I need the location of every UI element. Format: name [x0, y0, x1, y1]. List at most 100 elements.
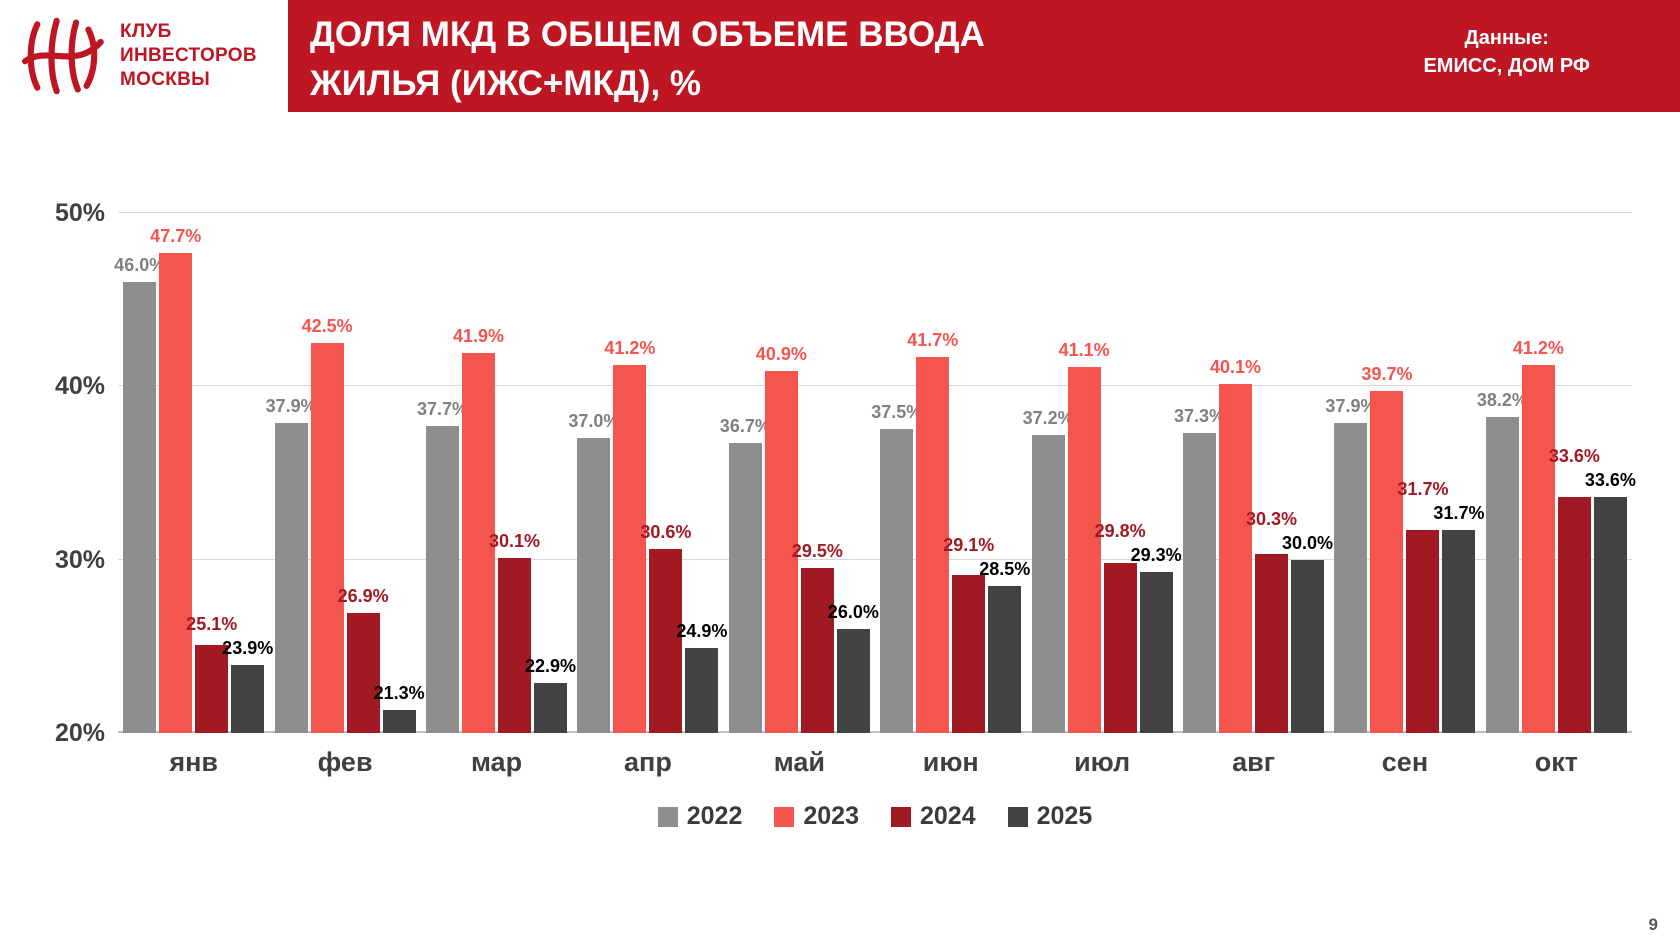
legend-swatch-2024: [891, 806, 911, 827]
bar-value-label: 37.5%: [871, 402, 923, 423]
bar-2024-фев: 26.9%: [338, 586, 389, 733]
x-axis-label-сен: сен: [1381, 747, 1429, 777]
bar-value-label: 23.9%: [222, 638, 274, 659]
bar-value-label: 26.9%: [337, 586, 389, 607]
bar-value-label: 42.5%: [301, 315, 353, 336]
bar-2024-июн: 29.1%: [943, 535, 994, 733]
legend-label-2022: 2022: [686, 802, 743, 830]
bar-group-фев: 37.9% 42.5% 26.9% 21.3%: [266, 316, 425, 733]
bar-2022-апр: 37.0%: [568, 411, 619, 733]
bar-value-label: 37.9%: [1325, 395, 1377, 416]
x-axis-label-мар: мар: [470, 747, 523, 777]
y-axis-tick-label: 40%: [54, 372, 105, 401]
club-name: КЛУБ ИНВЕСТОРОВ МОСКВЫ: [120, 20, 257, 91]
legend-label-2024: 2024: [920, 802, 976, 830]
logo-box: КЛУБ ИНВЕСТОРОВ МОСКВЫ: [0, 0, 288, 112]
bar-value-label: 29.3%: [1130, 544, 1182, 565]
data-source-label: Данные:: [1464, 27, 1549, 49]
chart-legend: 2022 2023 2024 2025: [118, 802, 1632, 831]
bar-group-май: 36.7% 40.9% 29.5% 26.0%: [720, 344, 879, 733]
bar-value-label: 26.0%: [827, 601, 879, 622]
header: КЛУБ ИНВЕСТОРОВ МОСКВЫ ДОЛЯ МКД В ОБЩЕМ …: [0, 0, 1680, 112]
bar-2025-фев: 21.3%: [374, 683, 425, 733]
page-title-line1: ДОЛЯ МКД В ОБЩЕМ ОБЪЕМЕ ВВОДА: [310, 15, 985, 54]
gridline: [118, 731, 1632, 733]
page-number: 9: [1648, 915, 1658, 934]
bar-2023-июл: 41.1%: [1059, 340, 1110, 733]
bar-value-label: 37.3%: [1174, 405, 1226, 426]
bar-group-авг: 37.3% 40.1% 30.3% 30.0%: [1174, 357, 1333, 733]
bar-value-label: 41.2%: [1512, 338, 1564, 359]
page-title-line2: ЖИЛЬЯ (ИЖС+МКД), %: [310, 64, 702, 103]
bar-value-label: 29.1%: [943, 534, 995, 555]
y-axis-tick-label: 50%: [54, 198, 105, 227]
legend-item-2022: 2022: [657, 802, 743, 831]
x-axis-label-фев: фев: [317, 747, 373, 777]
bar-group-янв: 46.0% 47.7% 25.1% 23.9%: [114, 226, 273, 733]
bar-group-июн: 37.5% 41.7% 29.1% 28.5%: [871, 330, 1030, 733]
legend-item-2024: 2024: [891, 802, 976, 831]
bar-2022-окт: 38.2%: [1477, 390, 1528, 733]
bar-2024-апр: 30.6%: [640, 522, 691, 733]
bar-value-label: 29.5%: [791, 541, 843, 562]
bar-2025-май: 26.0%: [828, 602, 879, 733]
bar-group-мар: 37.7% 41.9% 30.1% 22.9%: [417, 326, 576, 733]
bar-2025-апр: 24.9%: [676, 621, 727, 733]
bar-value-label: 28.5%: [979, 558, 1031, 579]
bar-value-label: 30.1%: [488, 530, 541, 551]
bar-2024-июл: 29.8%: [1095, 521, 1146, 733]
bar-2022-мар: 37.7%: [417, 399, 468, 733]
bar-value-label: 39.7%: [1361, 364, 1413, 385]
bar-2023-янв: 47.7%: [150, 226, 201, 733]
bar-2023-окт: 41.2%: [1513, 338, 1564, 733]
bar-2025-сен: 31.7%: [1433, 503, 1484, 733]
bar-2023-июн: 41.7%: [907, 330, 958, 733]
bar-2023-апр: 41.2%: [604, 338, 655, 733]
bar-group-апр: 37.0% 41.2% 30.6% 24.9%: [568, 338, 727, 733]
chart-plot-area: 20% 30% 40% 50% 46.0% 47.7% 25.1% 23.9% 37.9% 42.…: [55, 178, 1636, 747]
bar-value-label: 29.8%: [1094, 520, 1146, 541]
bar-value-label: 33.6%: [1548, 446, 1600, 467]
legend-swatch-2023: [774, 806, 795, 827]
bar-value-label: 41.7%: [907, 329, 959, 350]
bar-2023-мар: 41.9%: [453, 326, 504, 733]
bar-2022-сен: 37.9%: [1325, 396, 1376, 733]
bar-2025-мар: 22.9%: [525, 656, 576, 733]
x-axis-label-авг: авг: [1232, 747, 1275, 777]
bar-2022-фев: 37.9%: [266, 396, 317, 733]
bar-2025-янв: 23.9%: [222, 638, 273, 733]
gridline: [118, 211, 1632, 213]
bar-2024-окт: 33.6%: [1549, 446, 1600, 733]
x-axis-label-июл: июл: [1074, 747, 1131, 777]
bar-value-label: 21.3%: [373, 683, 425, 704]
bar-value-label: 30.0%: [1282, 532, 1334, 553]
bar-2024-янв: 25.1%: [186, 614, 237, 733]
legend-item-2023: 2023: [774, 802, 859, 831]
bar-value-label: 30.6%: [640, 522, 692, 543]
bar-2022-июн: 37.5%: [871, 402, 922, 733]
club-name-line: КЛУБ: [120, 21, 172, 43]
club-name-line: ИНВЕСТОРОВ: [120, 45, 257, 67]
bar-value-label: 37.2%: [1022, 407, 1074, 428]
bar-2023-авг: 40.1%: [1210, 357, 1261, 733]
bar-value-label: 40.1%: [1210, 357, 1262, 378]
bar-2025-окт: 33.6%: [1585, 470, 1636, 733]
page-title: ДОЛЯ МКД В ОБЩЕМ ОБЪЕМЕ ВВОДА ЖИЛЬЯ (ИЖС…: [288, 0, 1423, 112]
bar-2022-июл: 37.2%: [1023, 408, 1074, 733]
bar-value-label: 46.0%: [114, 255, 166, 276]
legend-item-2025: 2025: [1007, 802, 1092, 831]
gridline: [118, 385, 1632, 387]
bar-value-label: 30.3%: [1246, 508, 1298, 529]
bar-value-label: 22.9%: [524, 655, 577, 676]
x-axis-label-апр: апр: [624, 747, 672, 777]
x-axis: янв фев мар апр май июн июл авг сен окт: [118, 747, 1632, 778]
bar-2024-авг: 30.3%: [1246, 509, 1297, 733]
y-axis-tick-label: 30%: [54, 545, 105, 574]
bar-group-окт: 38.2% 41.2% 33.6% 33.6%: [1477, 338, 1636, 733]
bar-value-label: 36.7%: [719, 416, 771, 437]
bar-value-label: 31.7%: [1433, 503, 1485, 524]
legend-swatch-2025: [1007, 806, 1028, 827]
x-axis-label-июн: июн: [922, 747, 979, 777]
bar-value-label: 38.2%: [1476, 390, 1528, 411]
